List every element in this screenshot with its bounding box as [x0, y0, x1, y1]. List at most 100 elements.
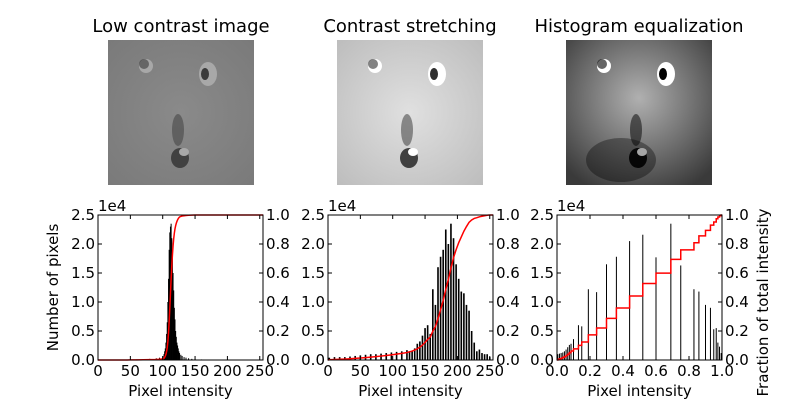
axes-frame [97, 214, 264, 361]
histogram-bar [171, 255, 173, 360]
histogram-bar [655, 257, 657, 360]
histogram-bar [460, 291, 463, 360]
valley [401, 114, 413, 146]
histogram-bar [177, 345, 179, 360]
x-tick-label: 0.2 [578, 362, 602, 380]
histogram-bar [408, 351, 411, 360]
histogram-bar [400, 351, 403, 360]
histogram-plot: 0 50 100 150 200 2500.00.51.01.52.02.50.00.20… [44, 197, 290, 400]
histogram-bar [173, 290, 175, 360]
ridge-shadow [659, 68, 667, 80]
histogram-bar [176, 342, 178, 360]
histogram-bar [181, 355, 183, 360]
y-right-tick-label: 0.4 [496, 293, 520, 311]
histogram-bar [175, 331, 177, 360]
histogram-bar [463, 293, 465, 360]
histogram-bar [465, 304, 468, 360]
histogram-bar [558, 353, 560, 360]
image-title: Histogram equalization [535, 16, 744, 37]
axes-frame [327, 214, 494, 361]
histogram-bar [406, 350, 408, 360]
y-tick-label: 0.0 [71, 351, 95, 369]
histogram-bar [452, 238, 455, 360]
histogram-bar [642, 234, 644, 360]
histogram-bar [174, 319, 176, 360]
histogram-bar [709, 307, 711, 360]
x-tick-label: 0 [93, 362, 103, 380]
y-tick-label: 2.0 [530, 235, 554, 253]
histogram-bar [424, 328, 426, 360]
histogram-bar [483, 354, 486, 360]
image-panel: Low contrast image [92, 16, 270, 185]
histogram-bar [442, 249, 444, 360]
y-tick-label: 0.0 [301, 351, 325, 369]
x-axis-label: Pixel intensity [128, 382, 233, 400]
histogram-bar [328, 357, 331, 360]
histogram-bar [606, 264, 607, 360]
y-right-tick-label: 0.8 [725, 235, 749, 253]
histogram-bar [705, 304, 706, 360]
histogram-bar [473, 342, 476, 360]
y-right-tick-label: 0.0 [496, 351, 520, 369]
histogram-bar [447, 244, 450, 360]
histogram-bar [416, 343, 419, 360]
y-right-tick-label: 0.2 [266, 322, 290, 340]
histogram-bar [421, 335, 424, 360]
histogram-bar [419, 341, 421, 360]
crater-shadow [368, 59, 378, 69]
histogram-bar [468, 310, 470, 360]
y-axis-label: Number of pixels [44, 224, 62, 352]
histogram-bar [390, 352, 393, 360]
crater-rim [408, 148, 418, 156]
y-tick-label: 1.5 [71, 264, 95, 282]
y-tick-label: 2.5 [301, 206, 325, 224]
x-tick-label: 100 [148, 362, 177, 380]
histogram-bar [470, 331, 473, 360]
y-right-tick-label: 0.4 [266, 293, 290, 311]
y-right-tick-label: 0.2 [725, 322, 749, 340]
histogram-bar [560, 353, 562, 360]
image-panel: Contrast stretching [323, 16, 497, 185]
x-tick-label: 100 [378, 362, 407, 380]
y-offset-label: 1e4 [328, 197, 356, 215]
histogram-bar [338, 357, 341, 360]
y-right-tick-label: 1.0 [496, 206, 520, 224]
x-tick-label: 0 [323, 362, 333, 380]
histogram-bar [444, 229, 447, 360]
axes-frame [556, 214, 723, 361]
histogram-bar [698, 291, 700, 360]
histogram-bar [188, 358, 190, 360]
histogram-bar [587, 289, 589, 360]
histogram-bar [596, 292, 598, 360]
y-right-axis-label: Fraction of total intensity [754, 208, 772, 396]
histogram-bar [179, 353, 181, 360]
histogram-bar [177, 348, 179, 360]
x-tick-label: 250 [245, 362, 274, 380]
histogram-bar [185, 357, 187, 360]
y-tick-label: 1.5 [301, 264, 325, 282]
histogram-bar [481, 353, 483, 360]
x-tick-label: 1.0 [710, 362, 734, 380]
histogram-bar [563, 351, 565, 360]
ridge-shadow [430, 68, 438, 80]
histogram-bar [455, 264, 457, 360]
y-right-tick-label: 0.6 [266, 264, 290, 282]
histogram-bar [395, 351, 398, 360]
histogram-bar [437, 267, 439, 360]
histogram-bar [486, 354, 488, 360]
histogram-bar [178, 351, 180, 360]
histogram-bar [413, 348, 416, 360]
x-axis-label: Pixel intensity [587, 382, 692, 400]
histogram-bar [457, 278, 460, 360]
valley [172, 114, 184, 146]
y-tick-label: 0.5 [71, 322, 95, 340]
histogram-plot: 0.0 0.2 0.4 0.6 0.8 1.00.00.51.01.52.02.50.00… [530, 197, 772, 400]
histogram-bar [719, 346, 721, 360]
histogram-bar [429, 333, 432, 360]
histogram-bar [450, 223, 452, 360]
image-panel: Histogram equalization [535, 16, 744, 185]
cdf-line [327, 214, 493, 361]
crater-shadow [139, 59, 149, 69]
y-offset-label: 1e4 [557, 197, 585, 215]
y-tick-label: 0.0 [530, 351, 554, 369]
